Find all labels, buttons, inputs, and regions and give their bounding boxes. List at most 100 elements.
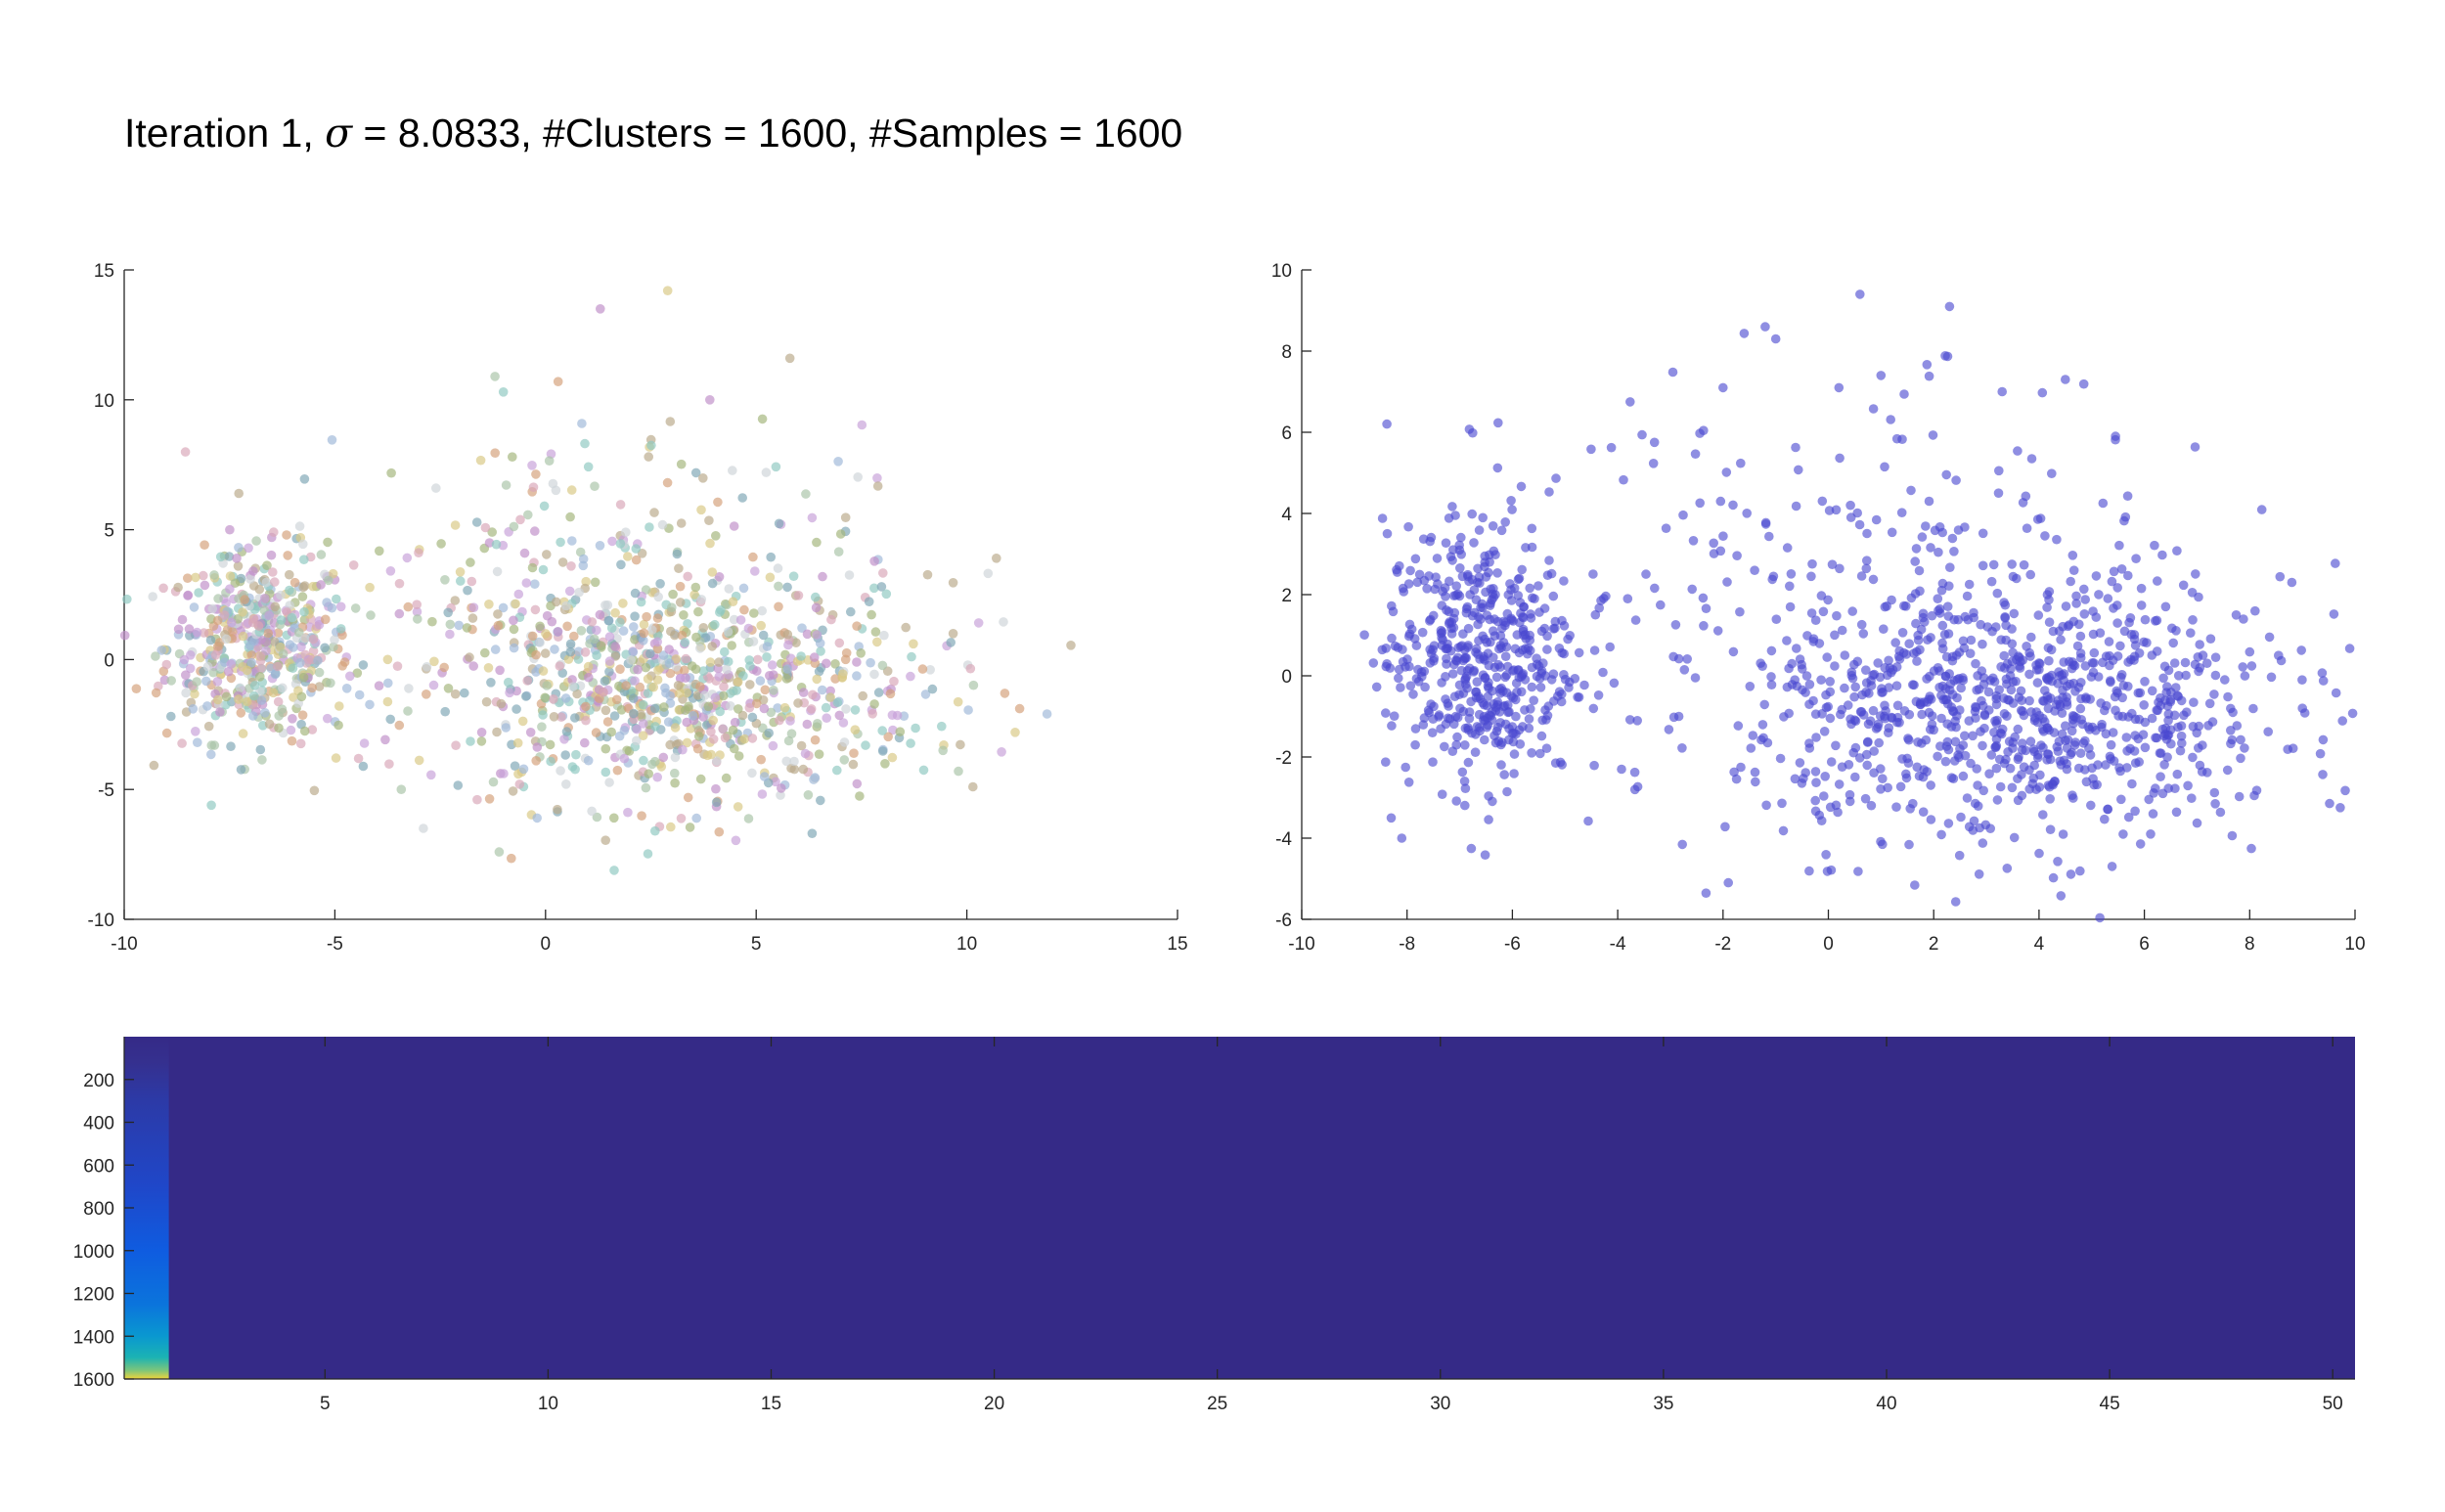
scatter-point bbox=[777, 783, 786, 793]
scatter-point bbox=[1649, 437, 1660, 448]
scatter-point bbox=[1807, 558, 1817, 569]
scatter-point bbox=[1460, 800, 1470, 811]
scatter-point bbox=[2222, 765, 2233, 776]
scatter-point bbox=[1959, 643, 1970, 653]
scatter-point bbox=[706, 727, 716, 736]
scatter-point bbox=[1650, 583, 1660, 594]
scatter-point bbox=[345, 671, 355, 682]
scatter-point bbox=[1480, 673, 1490, 684]
scatter-point bbox=[2083, 722, 2094, 732]
scatter-point bbox=[255, 651, 266, 661]
scatter-point bbox=[2097, 722, 2107, 733]
scatter-point bbox=[1924, 496, 1934, 507]
scatter-point bbox=[2347, 708, 2358, 719]
scatter-point bbox=[830, 674, 840, 684]
scatter-point bbox=[774, 518, 784, 529]
scatter-point bbox=[1875, 672, 1886, 683]
scatter-point bbox=[382, 696, 393, 707]
scatter-point bbox=[646, 440, 656, 451]
scatter-point bbox=[538, 666, 549, 676]
scatter-point bbox=[2075, 866, 2085, 876]
scatter-point bbox=[1617, 764, 1626, 775]
scatter-point bbox=[1014, 703, 1025, 714]
scatter-point bbox=[1858, 710, 1869, 720]
scatter-point bbox=[1877, 688, 1887, 697]
scatter-point bbox=[1802, 631, 1812, 641]
scatter-point bbox=[1508, 692, 1518, 703]
scatter-point bbox=[992, 554, 1001, 563]
scatter-point bbox=[1850, 772, 1860, 782]
scatter-point bbox=[1785, 581, 1795, 592]
scatter-point bbox=[2318, 770, 2328, 779]
scatter-point bbox=[2079, 584, 2089, 595]
scatter-point bbox=[830, 659, 840, 669]
scatter-point bbox=[606, 623, 617, 633]
scatter-point bbox=[1624, 715, 1635, 725]
scatter-point bbox=[1791, 501, 1801, 511]
scatter-point bbox=[151, 651, 160, 661]
scatter-point bbox=[948, 578, 958, 588]
scatter-point bbox=[583, 661, 594, 672]
scatter-point bbox=[234, 543, 244, 553]
scatter-point bbox=[2264, 632, 2275, 643]
scatter-point bbox=[1667, 367, 1678, 378]
scatter-point bbox=[1978, 838, 1988, 848]
scatter-point bbox=[1550, 623, 1560, 634]
scatter-point bbox=[2058, 692, 2067, 702]
scatter-point bbox=[2038, 810, 2048, 820]
scatter-point bbox=[867, 609, 876, 620]
scatter-point bbox=[330, 635, 339, 645]
scatter-point bbox=[2123, 812, 2134, 823]
scatter-point bbox=[201, 676, 211, 687]
scatter-point bbox=[238, 729, 248, 738]
scatter-point bbox=[1766, 672, 1776, 682]
scatter-point bbox=[683, 792, 693, 803]
scatter-point bbox=[212, 615, 223, 626]
scatter-point bbox=[495, 665, 505, 676]
scatter-point bbox=[807, 828, 818, 838]
scatter-point bbox=[2162, 682, 2172, 691]
scatter-point bbox=[645, 648, 655, 659]
scatter-point bbox=[1926, 780, 1935, 790]
scatter-point bbox=[1868, 574, 1879, 585]
scatter-point bbox=[1826, 757, 1837, 767]
scatter-point bbox=[2169, 710, 2180, 721]
scatter-point bbox=[1911, 544, 1922, 554]
scatter-point bbox=[616, 705, 627, 715]
scatter-point bbox=[783, 640, 793, 650]
scatter-point bbox=[1937, 644, 1948, 654]
scatter-point bbox=[1492, 616, 1503, 627]
x-tick-label: -6 bbox=[1504, 934, 1521, 955]
scatter-point bbox=[2102, 700, 2112, 711]
scatter-point bbox=[1874, 737, 1884, 748]
scatter-point bbox=[1497, 737, 1507, 747]
scatter-point bbox=[540, 692, 550, 703]
scatter-point bbox=[2035, 770, 2045, 780]
scatter-point bbox=[1861, 678, 1872, 688]
scatter-point bbox=[206, 800, 216, 811]
scatter-point bbox=[414, 548, 423, 557]
scatter-point bbox=[631, 544, 642, 554]
scatter-point bbox=[1728, 500, 1738, 511]
scatter-point bbox=[245, 574, 255, 584]
scatter-point bbox=[2246, 843, 2256, 854]
scatter-point bbox=[2152, 646, 2162, 656]
scatter-point bbox=[2066, 869, 2076, 879]
scatter-point bbox=[254, 584, 265, 595]
scatter-point bbox=[2019, 559, 2029, 570]
scatter-point bbox=[1936, 585, 1947, 596]
scatter-point bbox=[1648, 459, 1659, 468]
scatter-point bbox=[769, 686, 778, 695]
scatter-point bbox=[1797, 778, 1807, 788]
scatter-point bbox=[2204, 698, 2215, 709]
scatter-point bbox=[2173, 671, 2184, 681]
scatter-point bbox=[999, 617, 1008, 627]
scatter-point bbox=[833, 547, 844, 556]
scatter-point bbox=[443, 607, 454, 618]
scatter-point bbox=[1484, 660, 1494, 671]
scatter-point bbox=[641, 662, 651, 673]
scatter-point bbox=[877, 660, 888, 671]
scatter-point bbox=[883, 732, 893, 742]
scatter-point bbox=[1480, 634, 1489, 645]
